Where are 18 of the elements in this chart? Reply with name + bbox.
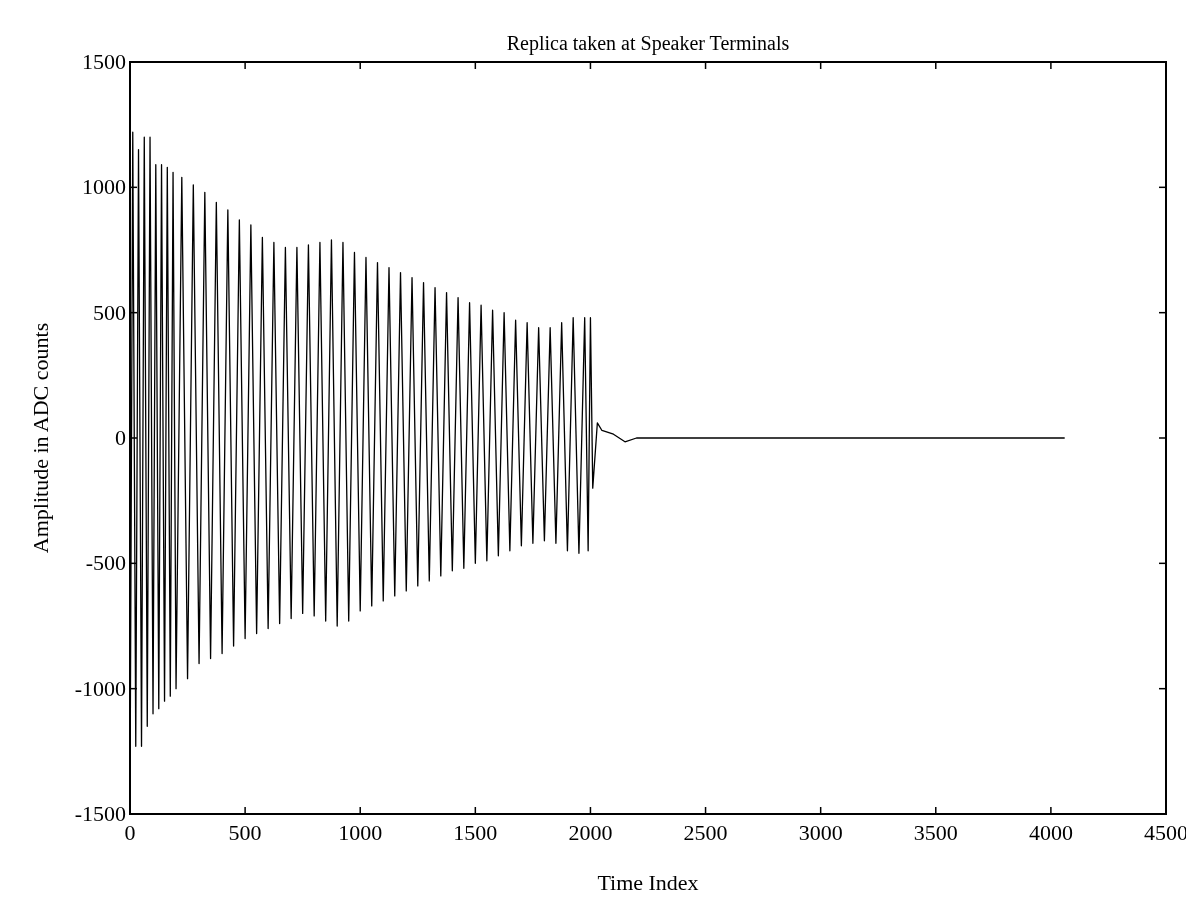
y-tick-label: -1500 bbox=[74, 801, 126, 826]
y-tick-label: -1000 bbox=[74, 675, 126, 701]
y-tick-label: 500 bbox=[93, 299, 126, 325]
y-axis-title: Amplitude in ADC counts bbox=[28, 322, 53, 554]
x-tick-label: 1500 bbox=[453, 820, 498, 845]
x-axis-title: Time Index bbox=[597, 870, 699, 895]
x-tick-label: 3000 bbox=[798, 820, 843, 845]
x-tick-label: 1000 bbox=[338, 820, 383, 845]
x-tick-label: 500 bbox=[228, 820, 262, 845]
y-tick-label: -500 bbox=[85, 550, 126, 576]
x-tick-label: 2000 bbox=[568, 820, 613, 845]
y-tick-label: 1000 bbox=[82, 174, 126, 200]
y-tick-label: 0 bbox=[115, 425, 126, 450]
x-tick-label: 3500 bbox=[913, 820, 958, 845]
chart-title: Replica taken at Speaker Terminals bbox=[506, 32, 790, 55]
x-tick-label: 4000 bbox=[1028, 820, 1073, 845]
y-tick-label: 1500 bbox=[82, 49, 126, 74]
x-tick-label: 2500 bbox=[683, 820, 728, 845]
